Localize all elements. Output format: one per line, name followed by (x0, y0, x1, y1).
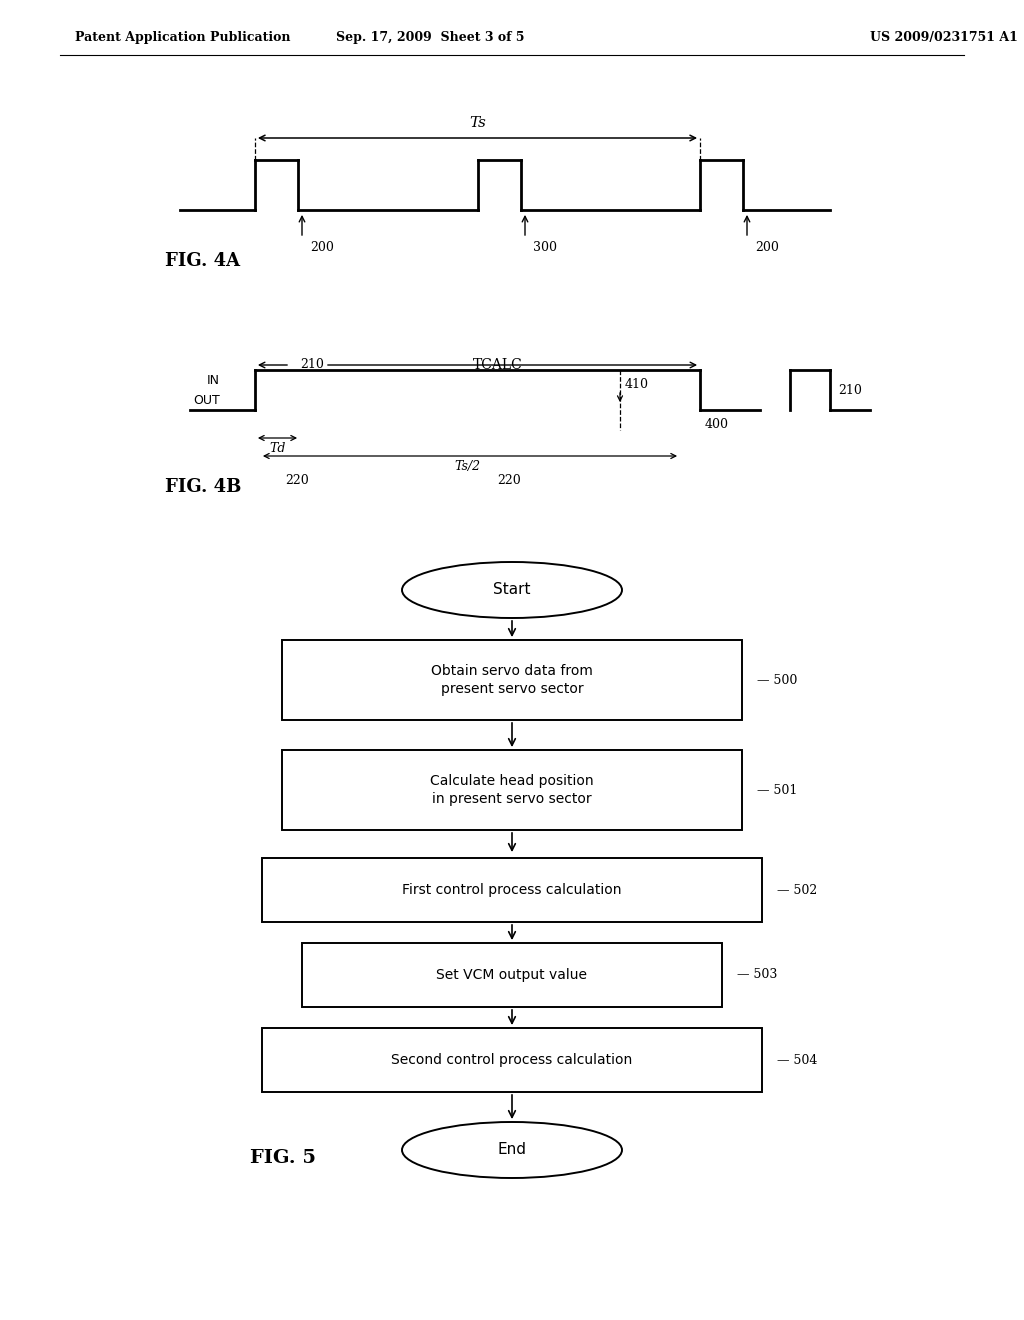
Text: Second control process calculation: Second control process calculation (391, 1053, 633, 1067)
Text: End: End (498, 1143, 526, 1158)
Text: US 2009/0231751 A1: US 2009/0231751 A1 (870, 32, 1018, 45)
Text: 200: 200 (310, 242, 334, 253)
Text: Ts/2: Ts/2 (455, 459, 480, 473)
Text: Td: Td (269, 442, 286, 455)
Text: 410: 410 (625, 378, 649, 391)
Text: 220: 220 (498, 474, 521, 487)
Text: TCALC: TCALC (473, 358, 522, 372)
Bar (302, 942, 722, 1007)
Text: — 502: — 502 (777, 883, 817, 896)
Bar (262, 1028, 762, 1092)
Bar (282, 640, 742, 719)
Text: Sep. 17, 2009  Sheet 3 of 5: Sep. 17, 2009 Sheet 3 of 5 (336, 32, 524, 45)
Text: Patent Application Publication: Patent Application Publication (75, 32, 291, 45)
Text: — 500: — 500 (757, 673, 798, 686)
Text: FIG. 4B: FIG. 4B (165, 478, 242, 496)
Text: 220: 220 (285, 474, 309, 487)
Text: 200: 200 (755, 242, 779, 253)
Text: Calculate head position
in present servo sector: Calculate head position in present servo… (430, 774, 594, 807)
Text: Obtain servo data from
present servo sector: Obtain servo data from present servo sec… (431, 664, 593, 696)
Text: — 501: — 501 (757, 784, 798, 796)
Text: 210: 210 (838, 384, 862, 396)
Text: FIG. 4A: FIG. 4A (165, 252, 240, 271)
Text: First control process calculation: First control process calculation (402, 883, 622, 898)
Text: Start: Start (494, 582, 530, 598)
Text: IN: IN (207, 374, 220, 387)
Text: 210: 210 (300, 359, 324, 371)
Text: OUT: OUT (194, 393, 220, 407)
Bar (282, 750, 742, 830)
Text: Ts: Ts (469, 116, 486, 129)
Text: 300: 300 (534, 242, 557, 253)
Text: 400: 400 (705, 418, 729, 432)
Text: FIG. 5: FIG. 5 (250, 1148, 316, 1167)
Ellipse shape (402, 562, 622, 618)
Bar (262, 858, 762, 921)
Ellipse shape (402, 1122, 622, 1177)
Text: — 504: — 504 (777, 1053, 817, 1067)
Text: — 503: — 503 (737, 969, 777, 982)
Text: Set VCM output value: Set VCM output value (436, 968, 588, 982)
